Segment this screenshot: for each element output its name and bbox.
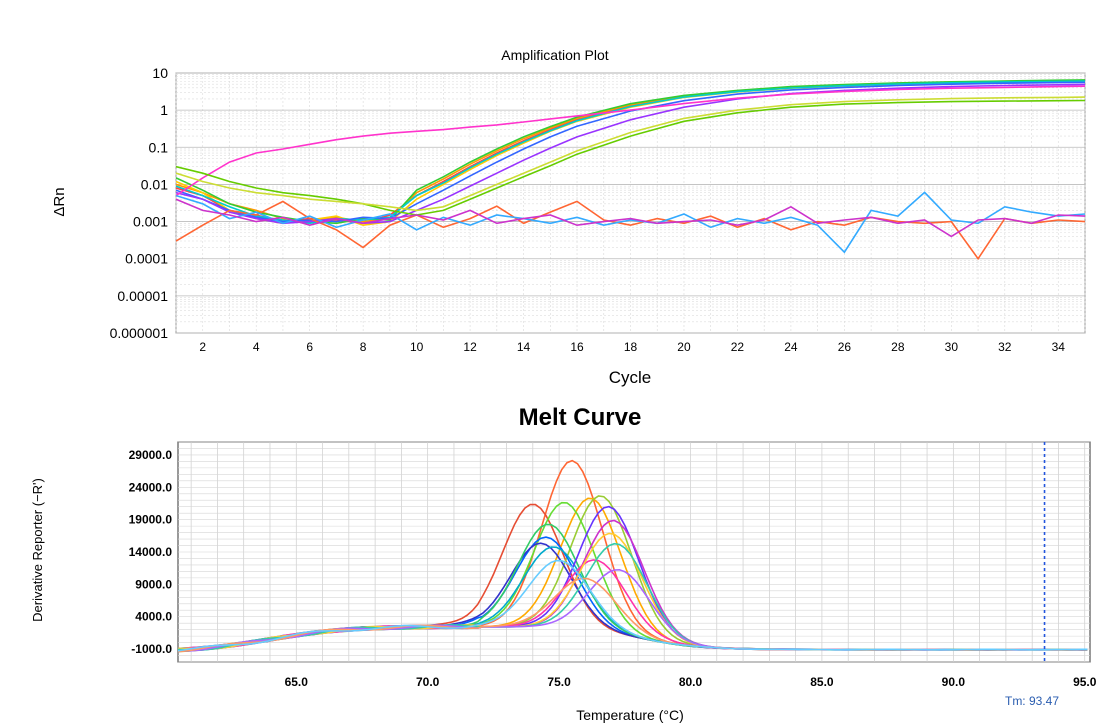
- amp-y-tick-label: 0.01: [141, 176, 168, 192]
- amp-y-tick-label: 10: [152, 65, 168, 81]
- amp-xlabel: Cycle: [609, 368, 652, 387]
- amp-series-line: [176, 200, 1085, 261]
- melt-x-tick-label: 95.0: [1073, 675, 1097, 689]
- melt-ylabel: Derivative Reporter (−R'): [30, 478, 45, 622]
- melt-y-tick-label: 4000.0: [135, 610, 172, 624]
- amp-y-tick-label: 0.00001: [117, 288, 168, 304]
- melt-y-tick-label: 24000.0: [129, 480, 173, 494]
- amp-series-line: [176, 99, 1085, 216]
- melt-x-tick-label: 75.0: [547, 675, 571, 689]
- amp-y-tick-label: 0.001: [133, 214, 168, 230]
- amp-x-tick-label: 6: [306, 340, 313, 354]
- amp-x-tick-label: 16: [570, 340, 584, 354]
- amp-series-line: [176, 191, 1085, 254]
- amp-title: Amplification Plot: [501, 47, 608, 63]
- melt-title: Melt Curve: [519, 404, 642, 431]
- amp-y-tick-label: 1: [160, 102, 168, 118]
- amp-x-tick-label: 12: [463, 340, 477, 354]
- melt-y-tick-label: -1000.0: [131, 642, 172, 656]
- melt-y-tick-label: 19000.0: [129, 513, 173, 527]
- melt-series-group: [178, 459, 1088, 653]
- amp-series-line: [176, 85, 1085, 197]
- amp-series-line: [176, 96, 1085, 212]
- amp-ylabel: ΔRn: [51, 187, 68, 216]
- amp-series-line: [176, 83, 1085, 225]
- amp-x-tick-label: 4: [253, 340, 260, 354]
- melt-y-tick-label: 9000.0: [135, 577, 172, 591]
- amp-x-tick-label: 34: [1052, 340, 1066, 354]
- amp-x-tick-label: 14: [517, 340, 531, 354]
- melt-x-tick-label: 65.0: [285, 675, 309, 689]
- tm-annotation: Tm: 93.47: [1005, 694, 1059, 708]
- amp-x-tick-label: 26: [838, 340, 852, 354]
- melt-x-tick-label: 90.0: [942, 675, 966, 689]
- melt-plot-area: 29000.0 24000.0 19000.0 14000.0 9000.0 4000.0…: [129, 441, 1097, 689]
- amp-y-tick-label: 0.0001: [125, 251, 168, 267]
- amp-y-tick-label: 0.1: [149, 139, 169, 155]
- amp-x-tick-label: 22: [731, 340, 745, 354]
- melt-y-tick-label: 29000.0: [129, 448, 173, 462]
- melt-x-tick-label: 85.0: [810, 675, 834, 689]
- melt-y-tick-label: 14000.0: [129, 545, 173, 559]
- melt-x-tick-label: 80.0: [679, 675, 703, 689]
- melt-xlabel: Temperature (°C): [576, 707, 684, 723]
- amp-series-line: [176, 198, 1085, 238]
- melt-x-tick-label: 70.0: [416, 675, 440, 689]
- amp-series-group: [176, 79, 1085, 261]
- amp-x-tick-label: 10: [410, 340, 424, 354]
- melt-series-line: [178, 559, 1088, 652]
- amp-x-tick-label: 2: [199, 340, 206, 354]
- amp-x-tick-label: 28: [891, 340, 905, 354]
- amp-x-tick-label: 8: [360, 340, 367, 354]
- amp-x-tick-label: 18: [624, 340, 638, 354]
- amp-x-tick-label: 32: [998, 340, 1012, 354]
- amp-y-tick-label: 0.000001: [110, 325, 169, 341]
- amp-x-tick-label: 30: [945, 340, 959, 354]
- amp-x-tick-label: 20: [677, 340, 691, 354]
- amp-x-tick-label: 24: [784, 340, 798, 354]
